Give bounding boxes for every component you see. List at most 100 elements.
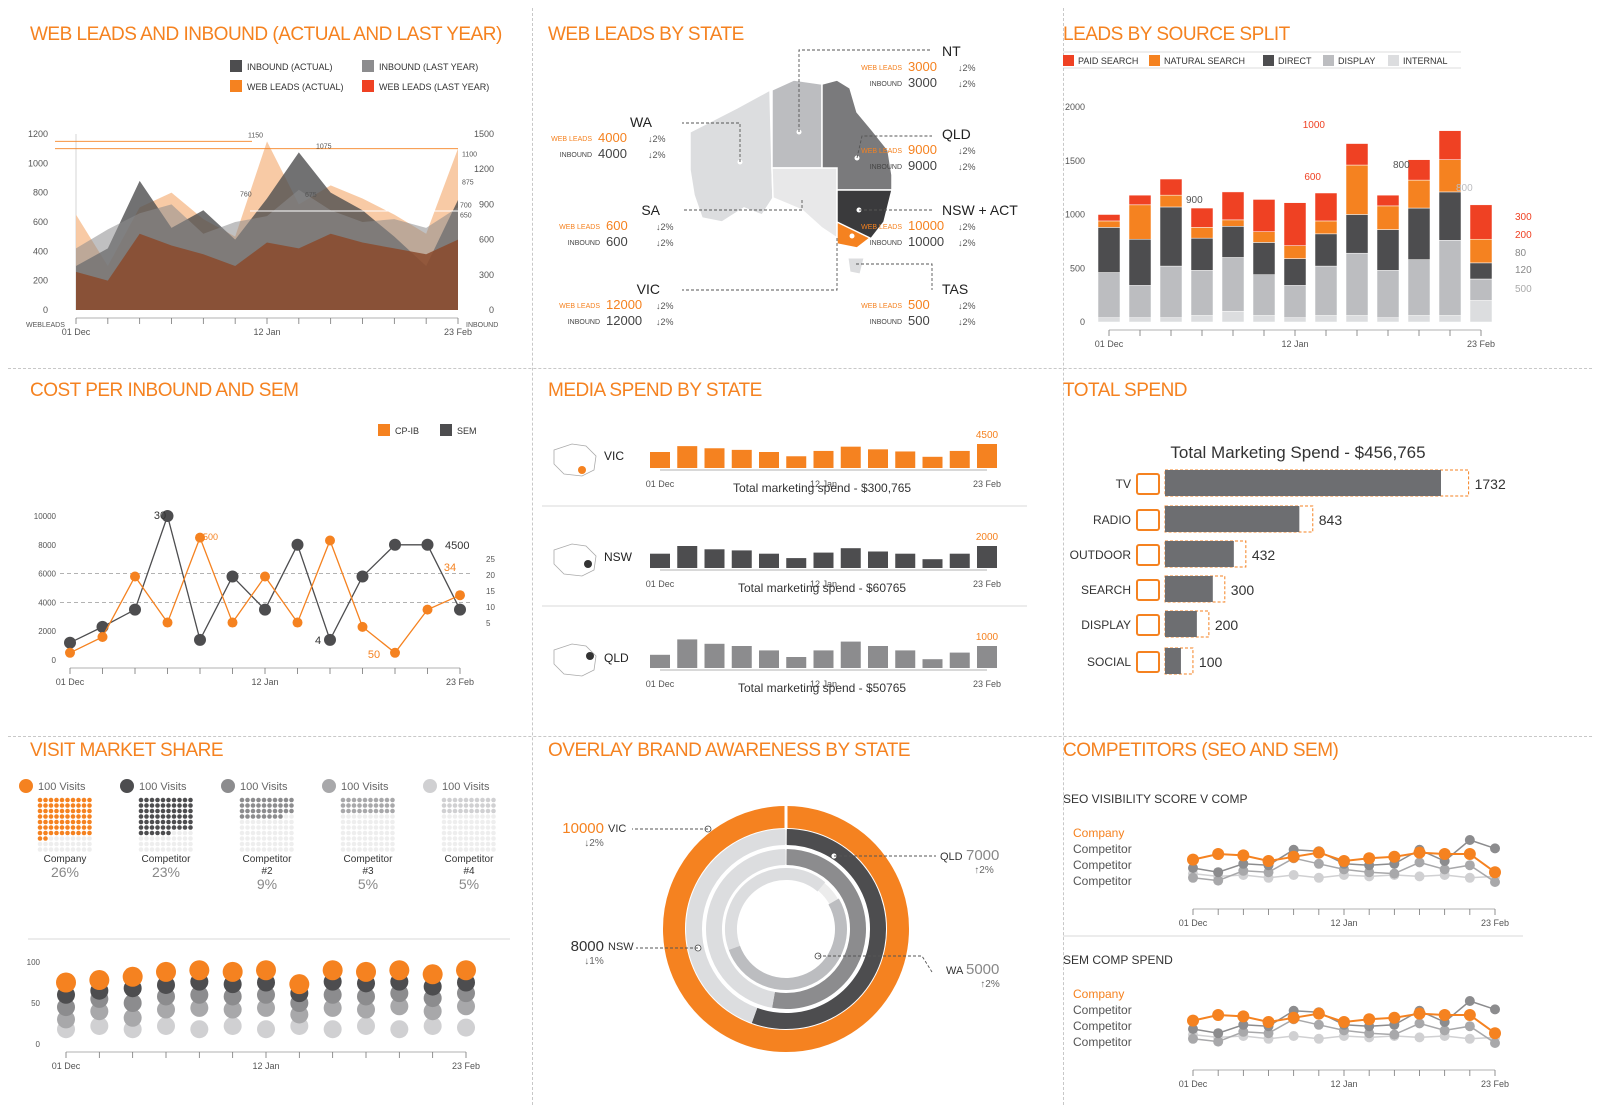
waffle-dot: [491, 830, 496, 836]
share-point: [56, 972, 76, 993]
spend-bar: [895, 451, 916, 468]
waffle-dot: [239, 808, 245, 814]
stacked-bar-segment: [1283, 258, 1307, 286]
waffle-dot: [368, 814, 373, 819]
x-tick-label: 12 Jan: [252, 1061, 279, 1071]
waffle-dot: [261, 814, 267, 819]
waffle-dot: [177, 814, 182, 819]
total-spend-label: Total marketing spend - $60765: [738, 581, 906, 595]
data-point: [1490, 877, 1500, 887]
waffle-dot: [87, 803, 92, 808]
waffle-dot: [474, 814, 480, 819]
data-point: [1389, 868, 1400, 879]
metric-change: ↓2%: [656, 301, 674, 311]
awareness-value: 10000: [562, 820, 604, 837]
data-point: [1213, 875, 1224, 886]
visits-label: 100 Visits: [341, 781, 389, 793]
panel-media-spend: MEDIA SPEND BY STATE VIC 4500 01 Dec 12 Jan…: [532, 368, 1063, 736]
waffle-dot: [239, 836, 245, 841]
waffle-dot: [250, 797, 256, 803]
waffle-dot: [37, 847, 43, 852]
data-point: [1490, 843, 1500, 854]
waffle-dot: [373, 825, 379, 830]
panel-title: WEB LEADS BY STATE: [548, 24, 744, 45]
waffle-dot: [379, 841, 384, 847]
waffle-dot: [37, 814, 43, 819]
waffle-dot: [48, 825, 54, 830]
leads-source-stacked-bar-chart: PAID SEARCH NATURAL SEARCH DIRECT DISPLAY IN…: [1063, 51, 1532, 349]
stacked-bar-segment: [1345, 164, 1369, 215]
waffle-dot: [65, 830, 70, 836]
waffle-dot: [452, 814, 458, 819]
data-point: [1263, 1028, 1274, 1039]
waffle-dot: [267, 814, 272, 819]
waffle-dot: [81, 803, 87, 808]
waffle-dot: [384, 825, 390, 830]
waffle-dot: [81, 830, 87, 836]
value-annotation: 600: [1304, 172, 1321, 183]
share-point: [357, 987, 375, 1006]
waffle-dot: [144, 825, 149, 830]
data-point: [1313, 1019, 1324, 1030]
waffle-dot: [43, 836, 48, 841]
x-tick-label: 23 Feb: [444, 327, 472, 337]
metric-value: 600: [606, 218, 628, 233]
x-tick-label: 12 Jan: [1330, 1079, 1357, 1089]
waffle-dot: [373, 830, 379, 836]
waffle-dot: [149, 847, 155, 852]
spend-bar: [1165, 576, 1213, 602]
waffle-dot: [144, 803, 149, 808]
legend-dot: [120, 779, 134, 793]
waffle-dot: [267, 836, 272, 841]
waffle-dot: [346, 808, 351, 814]
y-tick-label: 0: [36, 1040, 41, 1049]
web-leads-area-chart: INBOUND (ACTUAL) INBOUND (LAST YEAR) WEB L…: [26, 60, 498, 337]
waffle-dot: [182, 808, 188, 814]
spend-bar: [677, 446, 698, 468]
metric-label: WEB LEADS: [551, 136, 592, 143]
sub-title: SEM COMP SPEND: [1063, 953, 1173, 967]
axis-name: INBOUND: [466, 322, 498, 329]
stacked-bar-segment: [1221, 226, 1245, 258]
metric-change: ↓2%: [656, 238, 674, 248]
waffle-dot: [485, 847, 491, 852]
waffle-dot: [283, 797, 289, 803]
waffle-dot: [65, 808, 70, 814]
legend-label: Competitor: [1073, 1003, 1132, 1017]
waffle-dot: [362, 830, 368, 836]
data-point: [1313, 872, 1324, 883]
data-point: [422, 604, 433, 615]
waffle-dot: [272, 847, 278, 852]
waffle-dot: [155, 814, 160, 819]
waffle-dot: [245, 836, 250, 841]
waffle-dot: [239, 819, 245, 825]
waffle-dot: [239, 803, 245, 808]
waffle-dot: [452, 847, 458, 852]
y-tick-label: 10: [486, 603, 495, 612]
waffle-dot: [166, 830, 171, 836]
waffle-dot: [357, 830, 362, 836]
stacked-bar-segment: [1097, 317, 1121, 323]
data-point: [1213, 867, 1224, 878]
waffle-dot: [43, 819, 48, 825]
waffle-dot: [357, 808, 362, 814]
waffle-dot: [149, 841, 155, 847]
waffle-dot: [362, 803, 368, 808]
stacked-bar-segment: [1159, 206, 1183, 267]
x-tick-label: 12 Jan: [1281, 339, 1308, 349]
state-name: NSW + ACT: [942, 202, 1018, 218]
waffle-dot: [87, 825, 92, 830]
awareness-state: QLD: [940, 851, 963, 863]
waffle-dot: [155, 803, 160, 808]
y-tick-label: 500: [1070, 263, 1085, 273]
waffle-dot: [81, 825, 87, 830]
waffle-dot: [368, 803, 373, 808]
waffle-dot: [384, 847, 390, 852]
stacked-bar-segment: [1345, 214, 1369, 254]
waffle-dot: [357, 797, 362, 803]
y-tick-label: 900: [479, 199, 494, 209]
waffle-dot: [485, 825, 491, 830]
waffle-dot: [340, 814, 346, 819]
leader-line: [856, 263, 933, 290]
panel-title: OVERLAY BRAND AWARENESS BY STATE: [548, 740, 911, 761]
